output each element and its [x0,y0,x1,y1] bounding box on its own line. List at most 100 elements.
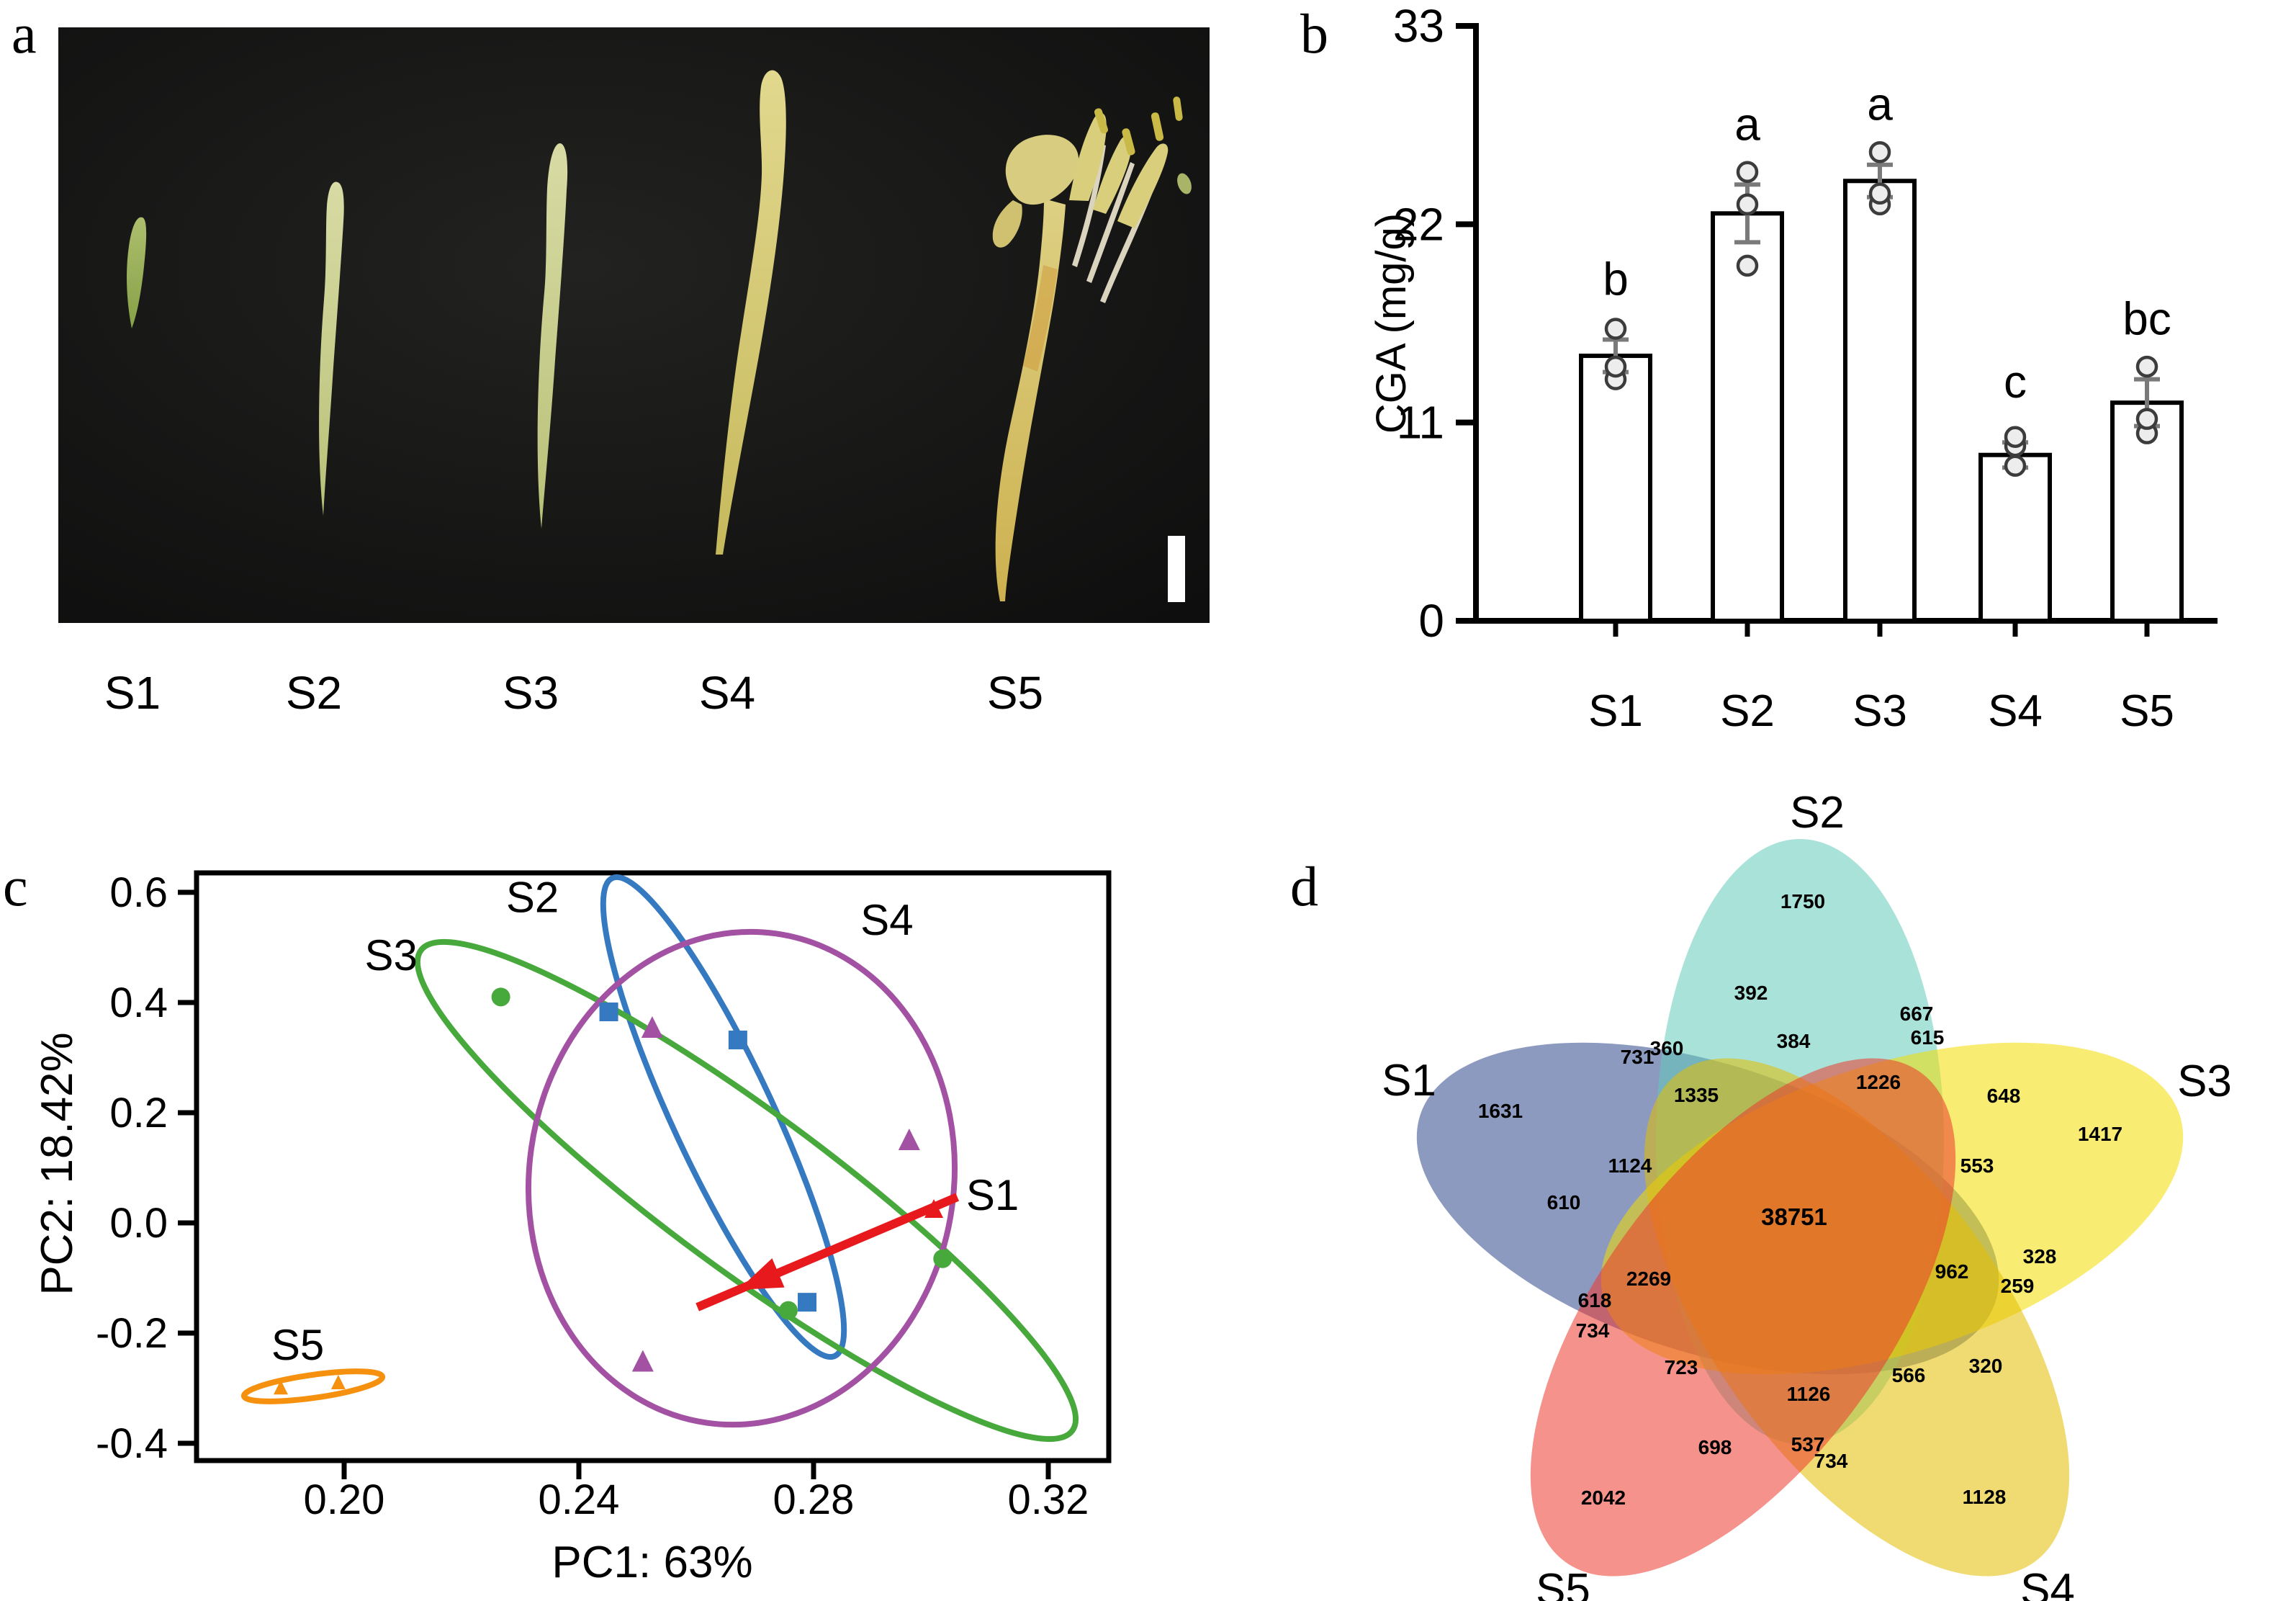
data-point-s3 [491,987,510,1007]
sig-letter: c [2004,356,2027,408]
data-point-s5 [330,1374,346,1389]
group-label-s1: S1 [966,1171,1019,1219]
venn-count: 537 [1791,1433,1825,1456]
flower-bud-s4 [716,70,786,555]
ellipse-s3 [414,938,1079,1443]
venn-count: 734 [1576,1319,1610,1342]
venn-count: 259 [2001,1275,2035,1297]
venn-count: 610 [1547,1191,1581,1214]
data-point [1604,355,1627,378]
y-tick-label: 0.6 [109,869,168,916]
flower-bud-s3 [537,143,568,529]
y-tick-label: 11 [1397,397,1444,449]
venn-count: 2269 [1626,1268,1671,1290]
data-point [2004,454,2027,477]
y-tick-label: -0.2 [96,1310,168,1357]
sig-letter: a [1867,79,1893,130]
venn-count: 328 [2023,1245,2057,1268]
y-tick-label: 0 [1418,595,1444,647]
data-point [1736,161,1759,183]
venn-set-label-s5: S5 [1536,1565,1590,1601]
stage-label-s5: S5 [986,667,1044,719]
data-point-s4 [631,1350,654,1372]
venn-count: 1335 [1674,1084,1719,1106]
data-point-s1 [924,1199,944,1219]
venn-count: 962 [1935,1260,1969,1283]
x-tick-label: S2 [1720,686,1775,736]
group-label-s5: S5 [271,1321,324,1369]
y-tick-label: 0.0 [109,1200,168,1247]
venn-count: 566 [1892,1364,1926,1386]
data-point-s2 [728,1031,747,1050]
panel-letter-c: c [3,855,28,918]
venn-count: 384 [1777,1030,1811,1052]
y-axis-title: CGA (mg/g) [1368,213,1415,434]
venn-count: 723 [1665,1356,1698,1378]
sig-letter: a [1734,98,1760,150]
venn-count: 1417 [2078,1123,2122,1145]
data-point [1736,254,1759,277]
data-point-s3 [778,1301,798,1320]
venn-count: 1126 [1787,1383,1831,1405]
venn-count: 1631 [1478,1100,1523,1122]
venn-count: 553 [1960,1154,1994,1177]
s1-arrowhead [738,1258,785,1290]
venn-count: 38751 [1761,1203,1827,1230]
venn-count: 618 [1578,1289,1612,1311]
x-tick-label: S5 [2120,686,2174,736]
venn-count: 667 [1900,1003,1934,1025]
venn-set-label-s1: S1 [1382,1056,1436,1106]
y-tick-label: -0.4 [96,1420,168,1467]
plot-border [194,870,1112,1463]
x-tick-label: 0.32 [1008,1476,1089,1523]
venn-set-label-s2: S2 [1790,788,1845,838]
panel-letter-d: d [1290,855,1318,918]
data-point [2004,426,2027,448]
flower-bud-s2 [319,181,344,516]
venn-count: 1124 [1608,1154,1652,1177]
x-tick-label: 0.24 [539,1476,620,1523]
venn-count: 1226 [1856,1071,1901,1093]
x-tick-label: S1 [1588,686,1643,736]
ellipse-s5 [240,1368,386,1404]
venn-count: 648 [1987,1085,2021,1107]
data-point-s3 [933,1249,953,1268]
venn-set-label-s3: S3 [2177,1057,2232,1106]
data-point-s2 [798,1293,817,1312]
data-point [2135,355,2158,378]
panel-letter-b: b [1300,2,1328,65]
venn-count: 320 [1969,1355,2003,1377]
x-tick-label: S4 [1988,686,2043,736]
ellipse-s2 [600,874,847,1360]
venn-set-label-s4: S4 [2020,1565,2075,1601]
data-point [1868,182,1891,205]
bar [1978,452,2052,623]
sig-letter: bc [2122,293,2171,345]
panel-letter-a: a [12,2,37,65]
y-axis-title: PC2: 18.42% [32,1032,82,1295]
venn-count: 360 [1650,1037,1684,1059]
y-tick-label: 22 [1393,198,1444,250]
venn-count: 1750 [1780,890,1825,912]
sig-letter: b [1603,254,1629,305]
cga-bar-chart: 0 11 22 33 CGA (mg/g) b S1 a S2 a S3 c S4 bc S5 [1368,0,2218,736]
y-tick-label: 0.2 [109,1090,168,1136]
ellipse-s4 [525,928,958,1428]
flower-bud-s5 [992,97,1192,601]
bar [1843,179,1917,623]
data-point [1868,140,1891,163]
stage-label-s3: S3 [502,667,559,719]
data-point-s4 [898,1129,920,1151]
stage-label-s1: S1 [104,667,161,719]
stage-photo [58,27,1210,623]
venn-count: 615 [1911,1026,1945,1049]
venn-count: 734 [1814,1450,1848,1472]
venn-ellipse-s5 [1530,1058,1956,1577]
flower-bud-s1 [127,217,147,328]
group-label-s4: S4 [860,896,913,944]
venn-count: 392 [1734,982,1768,1004]
y-tick-label: 33 [1393,0,1444,52]
group-label-s2: S2 [506,874,559,922]
scale-bar [1168,536,1185,602]
